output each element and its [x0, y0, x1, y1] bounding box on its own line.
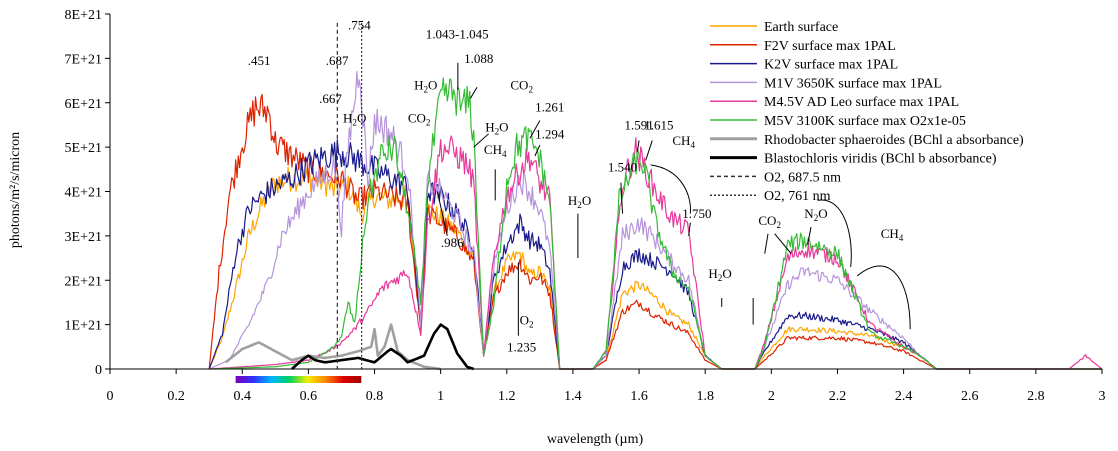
legend-label-blastochloris-viridis-bchl-b-absorbance: Blastochloris viridis (BChl b absorbance… [764, 152, 997, 167]
x-tick-label: 2 [768, 389, 775, 404]
legend-label-m4-5v-ad-leo-surface-max-1pal: M4.5V AD Leo surface max 1PAL [764, 95, 959, 110]
annotation-guide [807, 226, 812, 245]
axes: 0 0.2 0.4 0.6 0.8 1 1.2 1.4 1.6 1.8 2 2.2 2.4 2.6 2.8 3… [65, 8, 1106, 404]
annotation-guide [688, 222, 691, 236]
annotations: .451 .667 .687 .754 H2O CO2 H2O 1.043-1.045 1.08… [248, 18, 904, 355]
annotation-guide [817, 199, 852, 267]
annotation-guide [636, 140, 640, 152]
x-tick-label: 1.8 [696, 389, 714, 404]
annotation-label: H2O [485, 120, 508, 137]
annotation-label: .754 [348, 18, 371, 33]
annotation-guide [534, 144, 541, 157]
y-axis-label: photons/m²/s/micron [8, 132, 23, 248]
annotation-label: H2O [568, 193, 591, 210]
annotation-label: H2O [343, 111, 366, 128]
visible-spectrum-bar [235, 376, 362, 383]
legend-label-m5v-3100k-surface-max-o2x1e-05: M5V 3100K surface max O2x1e-05 [764, 114, 966, 129]
annotation-label: CO2 [408, 111, 431, 128]
annotation-guides [436, 62, 911, 336]
annotation-label: 1.615 [644, 117, 673, 132]
series-layer [208, 22, 1103, 371]
x-tick-label: 1.4 [564, 389, 582, 404]
y-tick-label: 1E+21 [65, 319, 102, 334]
series-blastochloris-viridis-bchl-b-absorbance [291, 323, 475, 371]
annotation-guide [473, 133, 489, 148]
annotation-label: 1.540 [608, 160, 637, 175]
legend-label-f2v-surface-max-1pal: F2V surface max 1PAL [764, 39, 896, 54]
x-tick-label: 2.6 [961, 389, 979, 404]
y-tick-label: 0 [95, 363, 102, 378]
annotation-guide [650, 164, 691, 214]
legend-label-rhodobacter-sphaeroides-bchl-a-absorbance: Rhodobacter sphaeroides (BChl a absorban… [764, 133, 1024, 148]
legend-label-o2-761-nm: O2, 761 nm [764, 189, 831, 204]
annotation-label: O2 [520, 313, 534, 330]
y-tick-label: 3E+21 [65, 230, 102, 245]
annotation-label: .451 [248, 53, 271, 68]
annotation-guide [774, 233, 792, 254]
x-tick-label: 2.8 [1027, 389, 1045, 404]
annotation-guide [764, 233, 769, 254]
x-tick-label: 0.4 [234, 389, 252, 404]
x-tick-label: 0.6 [300, 389, 318, 404]
legend-label-o2-687-5-nm: O2, 687.5 nm [764, 170, 841, 185]
annotation-guide [469, 86, 478, 99]
x-tick-label: 0.8 [366, 389, 384, 404]
annotation-label: CO2 [758, 213, 781, 230]
annotation-label: H2O [708, 266, 731, 283]
annotation-label: 1.591 [624, 117, 653, 132]
annotation-label: 1.088 [464, 51, 493, 66]
x-tick-label: 0 [107, 389, 114, 404]
annotation-label: 1.750 [682, 206, 711, 221]
annotation-label: CH4 [484, 142, 507, 159]
legend-label-k2v-surface-max-1pal: K2V surface max 1PAL [764, 58, 898, 73]
annotation-label: .667 [319, 91, 342, 106]
x-axis-label: wavelength (µm) [547, 432, 644, 447]
y-tick-label: 8E+21 [65, 8, 102, 23]
x-tick-label: 3 [1099, 389, 1106, 404]
annotation-label: CO2 [510, 77, 533, 94]
legend: Earth surface F2V surface max 1PAL K2V sur… [710, 20, 1024, 204]
annotation-label: N2O [804, 206, 827, 223]
x-tick-label: 0.2 [167, 389, 185, 404]
legend-label-m1v-3650k-surface-max-1pal: M1V 3650K surface max 1PAL [764, 76, 942, 91]
annotation-label: .986 [441, 235, 464, 250]
annotation-guide [620, 182, 624, 214]
annotation-label: H2O [414, 77, 437, 94]
annotation-label: 1.294 [535, 126, 565, 141]
y-tick-label: 6E+21 [65, 97, 102, 112]
x-tick-label: 1 [437, 389, 444, 404]
x-tick-label: 1.2 [498, 389, 516, 404]
x-tick-label: 2.4 [895, 389, 913, 404]
annotation-label: CH4 [672, 133, 695, 150]
annotation-guide [856, 265, 911, 330]
legend-label-earth-surface: Earth surface [764, 20, 838, 35]
annotation-guide [529, 120, 541, 139]
y-tick-label: 7E+21 [65, 52, 102, 67]
annotation-label: 1.043-1.045 [426, 26, 489, 41]
y-tick-label: 5E+21 [65, 141, 102, 156]
y-tick-label: 2E+21 [65, 274, 102, 289]
annotation-guide [645, 140, 653, 161]
annotation-guide [436, 191, 448, 236]
x-tick-label: 1.6 [630, 389, 648, 404]
x-tick-label: 2.2 [829, 389, 847, 404]
y-tick-label: 4E+21 [65, 186, 102, 201]
annotation-label: CH4 [881, 226, 904, 243]
annotation-label: 1.261 [535, 100, 564, 115]
annotation-label: .687 [326, 53, 349, 68]
annotation-label: 1.235 [507, 339, 536, 354]
